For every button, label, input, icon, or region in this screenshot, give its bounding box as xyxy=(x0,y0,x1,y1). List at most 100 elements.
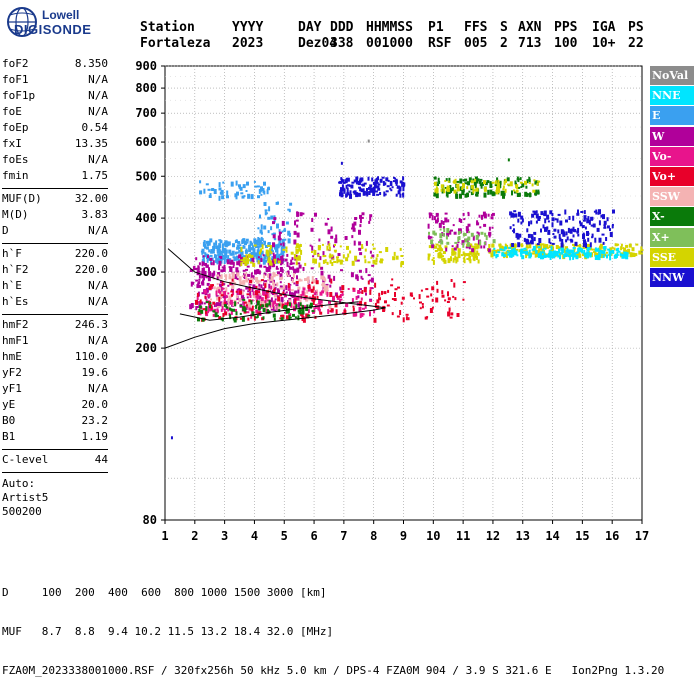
echo-mark-nne xyxy=(589,252,592,258)
echo-mark-sse xyxy=(295,243,299,249)
echo-mark-sse xyxy=(267,259,270,264)
param-name: foF1p xyxy=(2,89,36,102)
echo-mark-nnw xyxy=(383,193,387,196)
echo-mark-xminus xyxy=(258,305,261,311)
echo-mark-e xyxy=(205,183,209,186)
param-value: 8.350 xyxy=(74,57,108,70)
echo-mark-w xyxy=(365,268,368,274)
echo-mark-nne xyxy=(566,248,569,252)
echo-mark-e xyxy=(243,241,247,244)
echo-mark-voplus xyxy=(373,317,377,323)
echo-mark-e xyxy=(258,245,261,248)
echo-mark-w xyxy=(370,277,374,283)
echo-mark-xminus xyxy=(524,191,528,197)
echo-mark-w xyxy=(270,291,274,294)
echo-mark-sse xyxy=(454,178,457,184)
echo-mark-w xyxy=(479,226,482,229)
echo-mark-w xyxy=(193,268,197,270)
echo-mark-nne xyxy=(617,247,620,250)
ionogram-chart: 1 2 3 4 5 6 7 8 9 10 11 12 13 14 15 16 17802003004005006… xyxy=(135,59,649,543)
echo-mark-w xyxy=(211,272,215,278)
echo-mark-voplus xyxy=(447,291,449,297)
x-tick-label: 4 xyxy=(251,529,258,543)
echo-mark-sse xyxy=(447,258,451,264)
echo-mark-nnw xyxy=(376,193,380,196)
echo-mark-vominus xyxy=(302,287,306,291)
echo-mark-xminus xyxy=(513,191,517,194)
echo-mark-sse xyxy=(270,262,273,266)
echo-mark-xminus xyxy=(273,317,276,321)
echo-mark-w xyxy=(490,216,494,220)
echo-mark-sse xyxy=(457,248,461,254)
echo-mark-w xyxy=(284,286,287,289)
echo-mark-sse xyxy=(285,249,288,253)
echo-mark-sse xyxy=(395,255,399,260)
echo-mark-e xyxy=(255,255,259,259)
echo-mark-nnw xyxy=(587,232,590,235)
echo-mark-w xyxy=(250,272,253,275)
echo-mark-ssw xyxy=(286,272,288,276)
echo-mark-vominus xyxy=(288,313,292,317)
echo-mark-nnw xyxy=(382,180,385,186)
echo-mark-nnw xyxy=(517,211,521,217)
echo-mark-nnw xyxy=(530,220,533,225)
echo-mark-e xyxy=(238,244,242,247)
echo-mark-voplus xyxy=(280,314,284,317)
echo-mark-e xyxy=(222,181,225,184)
param-value: 110.0 xyxy=(74,350,108,363)
param-name: hmE xyxy=(2,350,22,363)
echo-mark-voplus xyxy=(407,317,410,321)
echo-mark-nnw xyxy=(572,215,575,221)
echo-mark-voplus xyxy=(387,289,390,293)
echo-mark-nnw xyxy=(340,178,343,183)
echo-mark-sse xyxy=(450,256,452,262)
param-separator xyxy=(2,314,108,315)
echo-mark-voplus xyxy=(396,315,400,318)
echo-mark-xplus xyxy=(454,241,458,244)
echo-mark-w xyxy=(302,267,305,271)
echo-mark-sse xyxy=(331,262,334,266)
echo-mark-nnw xyxy=(594,237,597,243)
echo-mark-w xyxy=(247,290,250,293)
echo-mark-w xyxy=(369,214,373,218)
echo-mark-xminus xyxy=(537,189,540,195)
echo-mark-vominus xyxy=(230,309,233,315)
param-row: foF2 8.350 xyxy=(2,56,108,72)
echo-mark-ssw xyxy=(273,282,276,288)
echo-mark-w xyxy=(262,254,265,257)
echo-mark-ssw xyxy=(235,295,238,299)
echo-mark-sse xyxy=(509,181,513,187)
echo-mark-nnw xyxy=(579,222,583,227)
echo-mark-nne xyxy=(526,250,529,254)
echo-mark-xminus xyxy=(438,181,441,184)
echo-mark-vominus xyxy=(249,295,252,298)
echo-mark-xminus xyxy=(225,305,228,308)
y-tick-label: 200 xyxy=(135,341,157,355)
echo-mark-w xyxy=(280,261,282,266)
echo-mark-e xyxy=(242,184,246,189)
echo-mark-sse xyxy=(317,253,320,257)
param-row: yE 20.0 xyxy=(2,397,108,413)
echo-mark-e xyxy=(259,229,263,234)
echo-mark-xplus xyxy=(475,234,479,240)
echo-mark-vominus xyxy=(258,287,261,293)
echo-mark-e xyxy=(209,193,212,197)
echo-mark-w xyxy=(201,281,205,286)
echo-mark-w xyxy=(282,242,285,247)
echo-mark-ssw xyxy=(216,306,220,308)
echo-mark-w xyxy=(220,257,223,260)
echo-mark-e xyxy=(226,190,229,196)
echo-mark-sse xyxy=(336,259,340,263)
echo-mark-voplus xyxy=(381,290,383,295)
echo-mark-nnw xyxy=(543,213,547,217)
echo-mark-xminus xyxy=(479,183,483,187)
muf-row: MUF 8.7 8.8 9.4 10.2 11.5 13.2 18.4 32.0… xyxy=(2,625,334,638)
echo-mark-voplus xyxy=(444,299,447,302)
echo-mark-xminus xyxy=(519,177,522,181)
echo-mark-e xyxy=(201,252,204,255)
echo-mark-voplus xyxy=(264,294,267,300)
echo-mark-nne xyxy=(597,247,600,252)
echo-mark-e xyxy=(256,185,260,188)
echo-mark-e xyxy=(263,181,266,186)
echo-mark-w xyxy=(301,212,305,215)
